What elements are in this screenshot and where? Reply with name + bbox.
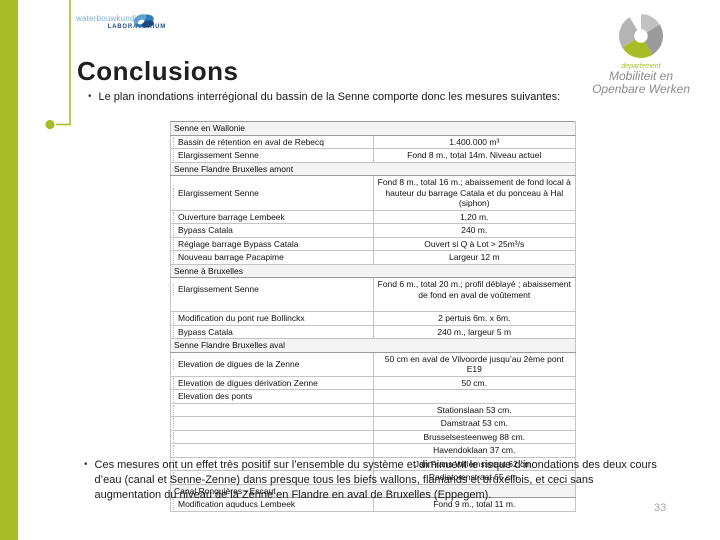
bullet-icon: • <box>84 459 88 470</box>
measure-label: Bypass Catala <box>170 223 374 238</box>
table-row: Havendoklaan 37 cm. <box>170 443 576 458</box>
measure-label <box>170 443 374 458</box>
measure-value: 50 cm. <box>372 375 576 390</box>
measure-label: Bassin de rétention en aval de Rebecq <box>170 134 374 149</box>
measure-label: Elargissement Senne <box>170 148 374 163</box>
measure-label: Elargissement Senne <box>170 175 374 211</box>
table-section-header: Canal Ronquières - Escaut <box>170 483 576 498</box>
decorative-connector-line <box>45 0 71 130</box>
measure-value: Largeur 12 m <box>372 250 576 265</box>
measure-value: 240 m., largeur 5 m <box>372 324 576 339</box>
waterbouwkundig-swirl-icon <box>133 14 154 28</box>
measure-value: Brusselsesteenweg 88 cm. <box>372 429 576 444</box>
intro-bullet: • Le plan inondations interrégional du b… <box>88 90 663 105</box>
measure-label: Ouverture barrage Lembeek <box>170 209 374 224</box>
measure-label: Elargissement Senne <box>170 277 374 312</box>
measure-value: Fond 6 m., total 20 m.; profil déblayé ;… <box>372 277 576 312</box>
table-row: Elargissement Senne Fond 8 m., total 14m.… <box>170 148 576 163</box>
measure-value <box>372 389 576 404</box>
conclusion-bullet: • Ces mesures ont un effet très positif … <box>84 458 662 503</box>
waterbouwkundig-laboratorium-logo: waterbouwkundig LABORATORIUM <box>76 14 166 30</box>
conclusion-bullet-text: Ces mesures ont un effet très positif su… <box>94 459 657 501</box>
table-row: Bypass Catala 240 m., largeur 5 m <box>170 324 576 339</box>
table-row: Stationslaan 53 cm. <box>170 402 576 417</box>
table-row: Modification du pont rue Bollinckx 2 pert… <box>170 311 576 326</box>
measure-label: Elevation des ponts <box>170 389 374 404</box>
table-section-row: Senne Flandre Bruxelles aval <box>170 338 576 353</box>
table-section-row: Senne à Bruxelles <box>170 263 576 278</box>
measure-label: Réglage barrage Bypass Catala <box>170 236 374 251</box>
measure-value: Havendoklaan 37 cm. <box>372 443 576 458</box>
measure-value: Radiatorenstraat 65 cm. <box>372 470 576 485</box>
table-row: Elevation des ponts <box>170 389 576 404</box>
measure-label: Nouveau barrage Pacapime <box>170 250 374 265</box>
waterbouwkundig-wordmark: waterbouwkundig <box>76 14 142 23</box>
departement-mow-logo: departement Mobiliteit en Openbare Werke… <box>576 10 706 96</box>
openbare-werken-label: Openbare Werken <box>592 82 690 96</box>
table-row: Elevation de digues dérivation Zenne 50 c… <box>170 375 576 390</box>
table-row: Jan Frans Willemsstraat 62 cm. <box>170 456 576 471</box>
table-section-header: Senne à Bruxelles <box>170 263 576 278</box>
measure-label <box>170 416 374 431</box>
table-row: Brusselsesteenweg 88 cm. <box>170 429 576 444</box>
page-title: Conclusions <box>77 56 239 86</box>
table-row: Modification aquducs Lembeek Fond 9 m., t… <box>170 497 576 512</box>
table-row: Damstraat 53 cm. <box>170 416 576 431</box>
departement-label: departement <box>621 63 661 70</box>
measure-label: Modification du pont rue Bollinckx <box>170 311 374 326</box>
measure-value: 1.400.000 m³ <box>372 134 576 149</box>
measure-label <box>170 470 374 485</box>
table-row: Réglage barrage Bypass Catala Ouvert si Q… <box>170 236 576 251</box>
table-row: Ouverture barrage Lembeek 1,20 m. <box>170 209 576 224</box>
measure-value: Stationslaan 53 cm. <box>372 402 576 417</box>
bullet-icon: • <box>88 91 92 102</box>
measures-table-body: Senne en Wallonie Bassin de rétention en … <box>170 121 576 512</box>
table-section-row: Senne en Wallonie <box>170 121 576 136</box>
measure-value: Fond 8 m., total 16 m.; abaissement de f… <box>372 175 576 211</box>
intro-bullet-text: Le plan inondations interrégional du bas… <box>98 91 561 103</box>
measure-value: 1,20 m. <box>372 209 576 224</box>
table-section-row: Canal Ronquières - Escaut <box>170 483 576 498</box>
measure-label: Elevation de digues de la Zenne <box>170 351 374 377</box>
measure-value: Damstraat 53 cm. <box>372 416 576 431</box>
measure-value: Jan Frans Willemsstraat 62 cm. <box>372 456 576 471</box>
table-section-header: Senne Flandre Bruxelles amont <box>170 161 576 176</box>
table-row: Elargissement Senne Fond 6 m., total 20 m… <box>170 277 576 312</box>
table-row: Bypass Catala 240 m. <box>170 223 576 238</box>
measure-value: 240 m. <box>372 223 576 238</box>
left-accent-bar <box>0 0 18 540</box>
measure-label <box>170 429 374 444</box>
measures-table-grid: Senne en Wallonie Bassin de rétention en … <box>170 121 576 512</box>
measure-value: Fond 9 m., total 11 m. <box>372 497 576 512</box>
measure-value: 2 pertuis 6m. x 6m. <box>372 311 576 326</box>
page-number: 33 <box>654 502 667 514</box>
pinwheel-icon <box>619 14 663 58</box>
table-section-row: Senne Flandre Bruxelles amont <box>170 161 576 176</box>
table-row: Elevation de digues de la Zenne 50 cm en … <box>170 351 576 377</box>
table-row: Bassin de rétention en aval de Rebecq 1.4… <box>170 134 576 149</box>
table-row: Elargissement Senne Fond 8 m., total 16 m… <box>170 175 576 211</box>
table-section-header: Senne Flandre Bruxelles aval <box>170 338 576 353</box>
measure-label: Elevation de digues dérivation Zenne <box>170 375 374 390</box>
mobiliteit-label: Mobiliteit en <box>608 69 674 83</box>
table-section-header: Senne en Wallonie <box>170 121 576 136</box>
measure-value: Fond 8 m., total 14m. Niveau actuel <box>372 148 576 163</box>
measures-table: Senne en Wallonie Bassin de rétention en … <box>170 121 576 512</box>
measure-label <box>170 402 374 417</box>
measure-value: Ouvert si Q à Lot > 25m³/s <box>372 236 576 251</box>
laboratorium-wordmark: LABORATORIUM <box>107 24 166 30</box>
measure-label: Bypass Catala <box>170 324 374 339</box>
table-row: Nouveau barrage Pacapime Largeur 12 m <box>170 250 576 265</box>
measure-label: Modification aquducs Lembeek <box>170 497 374 512</box>
measure-value: 50 cm en aval de Vilvoorde jusqu’au 2ème… <box>372 351 576 377</box>
table-row: Radiatorenstraat 65 cm. <box>170 470 576 485</box>
